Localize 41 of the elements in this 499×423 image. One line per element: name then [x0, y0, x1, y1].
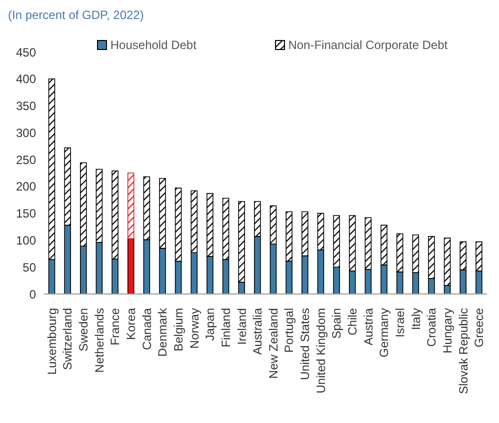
x-tick-label: Denmark	[156, 307, 170, 357]
x-tick-label: France	[108, 308, 122, 346]
x-tick-label: Switzerland	[60, 308, 75, 370]
y-tick-label: 300	[16, 126, 36, 140]
x-tick-label: Slovak Republic	[456, 308, 470, 394]
x-tick-label: Netherlands	[92, 308, 106, 373]
x-tick-label: United Kingdom	[314, 308, 328, 394]
x-tick-label: New Zealand	[266, 308, 280, 379]
y-tick-label: 200	[16, 180, 36, 194]
x-tick-label: Israel	[392, 308, 407, 338]
x-tick-label: Hungary	[440, 308, 454, 354]
y-tick-label: 50	[22, 260, 36, 274]
x-tick-label: Portugal	[282, 308, 296, 353]
legend-label: Non-Financial Corporate Debt	[287, 38, 448, 52]
y-tick-label: 100	[16, 233, 36, 248]
y-tick-label: 400	[16, 72, 36, 86]
x-tick-label: Austria	[361, 308, 376, 346]
y-tick-label: 250	[16, 152, 36, 167]
x-tick-label: Germany	[377, 308, 392, 358]
x-tick-label: Norway	[187, 308, 202, 349]
x-tick-label: Korea	[124, 308, 138, 340]
x-tick-label: Finland	[218, 308, 233, 348]
y-tick-label: 0	[29, 287, 36, 302]
x-tick-label: Croatia	[424, 308, 439, 347]
y-tick-label: 350	[16, 99, 36, 114]
x-tick-label: Spain	[330, 308, 344, 339]
chart-subtitle: (In percent of GDP, 2022)	[8, 8, 145, 22]
y-tick-label: 150	[16, 206, 36, 221]
x-tick-label: Greece	[472, 308, 486, 348]
x-tick-label: Italy	[408, 308, 423, 330]
x-tick-label: United States	[298, 308, 312, 380]
x-tick-label: Canada	[140, 308, 154, 350]
y-tick-label: 450	[16, 45, 36, 60]
x-tick-label: Japan	[203, 308, 218, 341]
x-tick-label: Luxembourg	[44, 308, 59, 375]
x-tick-label: Belgium	[171, 308, 186, 352]
legend-label: Household Debt	[109, 38, 196, 52]
x-tick-label: Australia	[250, 308, 265, 355]
x-tick-label: Ireland	[234, 308, 249, 345]
x-tick-label: Chile	[346, 308, 360, 336]
x-tick-label: Sweden	[76, 308, 91, 352]
